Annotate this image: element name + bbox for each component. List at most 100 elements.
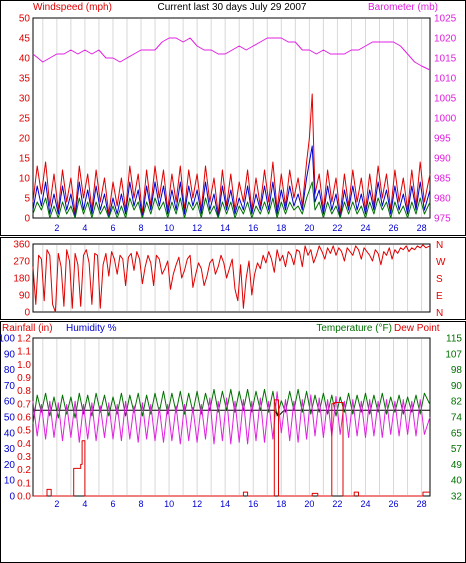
- barometer-axis-label: Barometer (mb): [368, 2, 438, 13]
- x-tick-label: 18: [276, 499, 286, 509]
- compass-label: W: [436, 257, 446, 268]
- direction-tick-label: 270: [13, 257, 30, 268]
- x-tick-label: 8: [139, 223, 144, 233]
- x-tick-label: 26: [389, 223, 399, 233]
- x-tick-label: 16: [248, 499, 258, 509]
- x-tick-label: 10: [164, 223, 174, 233]
- windspeed-tick-label: 45: [19, 34, 31, 45]
- climate-series-temperature: [32, 388, 431, 424]
- x-tick-label: 16: [248, 223, 258, 233]
- temperature-tick-label: 107: [445, 349, 462, 360]
- x-tick-label: 18: [276, 223, 286, 233]
- x-tick-label: 28: [417, 223, 427, 233]
- temperature-tick-label: 115: [446, 334, 462, 345]
- temperature-tick-label: 90: [451, 381, 463, 392]
- climate-plot-area: [32, 337, 431, 497]
- wind-plot-area: [32, 17, 431, 219]
- climate-series-rainfall: [33, 399, 430, 497]
- x-tick-label: 14: [220, 499, 230, 509]
- rainfall-axis-label: Rainfall (in): [2, 323, 53, 334]
- rainfall-tick-label: 1.0: [17, 360, 31, 371]
- temperature-tick-label: 82: [451, 397, 463, 408]
- windspeed-tick-label: 40: [19, 54, 31, 65]
- temperature-tick-label: 65: [451, 428, 463, 439]
- humidity-tick-label: 10: [4, 476, 16, 487]
- temperature-tick-label: 49: [451, 460, 463, 471]
- barometer-tick-label: 975: [434, 214, 451, 225]
- wind-barometer-panel: Windspeed (mph) Current last 30 days Jul…: [0, 0, 466, 236]
- humidity-tick-label: 90: [4, 349, 16, 360]
- rain-humidity-temp-panel: Rainfall (in) Humidity % Temperature (°F…: [0, 321, 466, 563]
- windspeed-tick-label: 15: [19, 154, 31, 165]
- x-tick-label: 14: [220, 223, 230, 233]
- x-tick-label: 12: [192, 499, 202, 509]
- barometer-tick-label: 985: [434, 174, 451, 185]
- x-tick-label: 22: [332, 499, 342, 509]
- x-tick-label: 12: [192, 223, 202, 233]
- x-tick-label: 10: [164, 499, 174, 509]
- x-tick-label: 22: [332, 223, 342, 233]
- wind-series-magenta: [32, 37, 431, 71]
- rainfall-tick-label: 0.3: [17, 452, 31, 463]
- rainfall-tick-label: 1.2: [17, 334, 31, 345]
- climate-series-humidity: [32, 391, 431, 445]
- x-tick-label: 2: [54, 223, 59, 233]
- direction-tick-label: 90: [19, 291, 31, 302]
- barometer-tick-label: 1020: [434, 34, 457, 45]
- rainfall-tick-label: 0.8: [17, 386, 31, 397]
- barometer-tick-label: 995: [434, 134, 451, 145]
- humidity-tick-label: 80: [4, 365, 16, 376]
- rainfall-tick-label: 0.2: [17, 465, 31, 476]
- windspeed-tick-label: 30: [19, 94, 31, 105]
- x-tick-label: 24: [360, 223, 370, 233]
- direction-tick-label: 360: [13, 240, 30, 251]
- humidity-tick-label: 50: [4, 413, 16, 424]
- temperature-tick-label: 40: [451, 476, 463, 487]
- rainfall-tick-label: 0.6: [17, 413, 31, 424]
- compass-label: N: [436, 308, 443, 319]
- barometer-tick-label: 980: [434, 194, 451, 205]
- temperature-tick-label: 57: [451, 444, 463, 455]
- temperature-tick-label: 32: [451, 492, 463, 503]
- x-tick-label: 4: [82, 499, 87, 509]
- humidity-tick-label: 30: [4, 444, 16, 455]
- compass-label: E: [436, 291, 443, 302]
- wind-series-gust: [32, 93, 431, 215]
- humidity-tick-label: 20: [4, 460, 16, 471]
- windspeed-tick-label: 10: [19, 174, 31, 185]
- barometer-tick-label: 1005: [434, 94, 457, 105]
- x-tick-label: 20: [304, 223, 314, 233]
- temperature-axis-label: Temperature (°F): [316, 323, 392, 334]
- temperature-tick-label: 74: [451, 413, 463, 424]
- chart-title: Current last 30 days July 29 2007: [158, 2, 307, 13]
- x-tick-label: 24: [360, 499, 370, 509]
- barometer-tick-label: 990: [434, 154, 451, 165]
- barometer-tick-label: 1010: [434, 74, 457, 85]
- windspeed-axis-label: Windspeed (mph): [33, 2, 112, 13]
- compass-label: N: [436, 240, 443, 251]
- x-tick-label: 6: [110, 499, 115, 509]
- temperature-tick-label: 98: [451, 365, 463, 376]
- x-tick-label: 4: [82, 223, 87, 233]
- direction-tick-label: 0: [24, 308, 30, 319]
- humidity-tick-label: 70: [4, 381, 16, 392]
- humidity-tick-label: 40: [4, 428, 16, 439]
- humidity-tick-label: 100: [0, 334, 15, 345]
- humidity-axis-label: Humidity %: [66, 323, 117, 334]
- x-tick-label: 20: [304, 499, 314, 509]
- wind-series-wind: [32, 145, 431, 219]
- compass-label: S: [436, 274, 443, 285]
- rainfall-tick-label: 0.0: [17, 492, 31, 503]
- rainfall-tick-label: 1.1: [17, 347, 31, 358]
- x-tick-label: 6: [110, 223, 115, 233]
- x-tick-label: 28: [417, 499, 427, 509]
- rainfall-tick-label: 0.4: [17, 439, 31, 450]
- barometer-tick-label: 1025: [434, 14, 457, 25]
- windspeed-tick-label: 25: [19, 114, 31, 125]
- windspeed-tick-label: 0: [24, 214, 30, 225]
- windspeed-tick-label: 35: [19, 74, 31, 85]
- direction-plot-area: [32, 243, 431, 313]
- rainfall-tick-label: 0.5: [17, 426, 31, 437]
